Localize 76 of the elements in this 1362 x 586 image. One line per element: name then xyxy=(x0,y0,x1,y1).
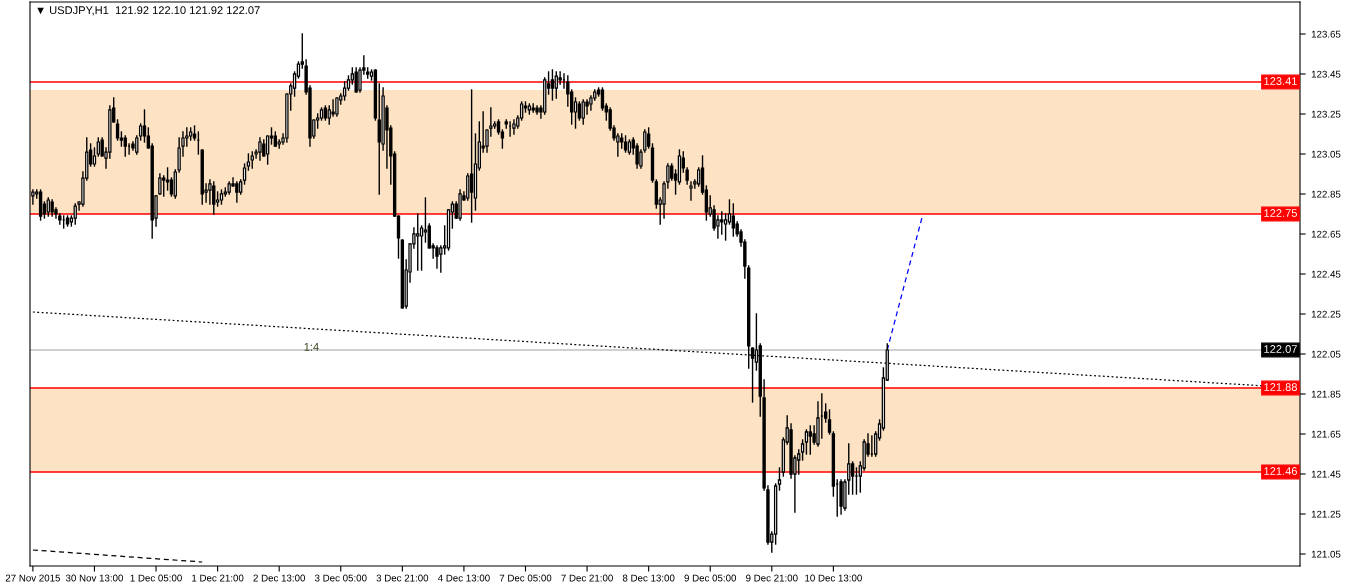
candlestick xyxy=(554,71,558,99)
y-tick-label: 122.05 xyxy=(1311,350,1341,358)
y-tick-label: 121.25 xyxy=(1311,510,1341,518)
ref-line-label: 121.46 xyxy=(1264,467,1297,475)
candlestick xyxy=(854,467,859,495)
y-tick-label: 123.05 xyxy=(1311,150,1341,158)
x-tick-label: 3 Dec 05:00 xyxy=(314,574,367,582)
candlestick xyxy=(723,213,728,241)
candlestick xyxy=(839,479,843,515)
candlestick xyxy=(827,409,832,435)
x-tick-label: 3 Dec 21:00 xyxy=(376,574,429,582)
candlestick xyxy=(850,461,855,495)
x-tick-label: 4 Dec 13:00 xyxy=(437,574,490,582)
candlestick xyxy=(585,99,589,115)
candlestick xyxy=(800,439,805,461)
candlestick xyxy=(435,245,439,269)
candlestick xyxy=(727,199,732,225)
x-tick-label: 8 Dec 13:00 xyxy=(622,574,675,582)
y-tick-label: 122.65 xyxy=(1311,230,1341,238)
y-tick-label: 122.45 xyxy=(1311,270,1341,278)
y-tick-label: 123.45 xyxy=(1311,70,1341,78)
ref-line-label: 123.41 xyxy=(1264,77,1297,85)
x-tick-label: 7 Dec 21:00 xyxy=(561,574,613,582)
x-tick-label: 9 Dec 21:00 xyxy=(746,574,798,582)
candlestick xyxy=(165,167,170,191)
candlestick xyxy=(458,189,462,221)
candlestick xyxy=(331,99,335,117)
candlestick xyxy=(212,181,216,215)
y-tick-label: 122.25 xyxy=(1311,310,1341,318)
candlestick xyxy=(531,103,535,113)
y-tick-label: 121.05 xyxy=(1311,550,1341,558)
candlestick xyxy=(354,67,358,93)
candlestick xyxy=(558,71,562,85)
candlestick xyxy=(123,135,127,157)
candlestick xyxy=(416,213,420,271)
x-tick-label: 27 Nov 2015 xyxy=(5,574,61,582)
candlestick xyxy=(242,163,247,185)
ref-line-label: 121.88 xyxy=(1264,383,1297,391)
candlestick xyxy=(646,127,651,149)
candlestick xyxy=(731,203,735,237)
candlestick xyxy=(777,467,782,491)
ref-line-label: 122.75 xyxy=(1264,209,1297,217)
candlestick xyxy=(158,173,162,195)
candlestick xyxy=(720,211,724,235)
candlestick xyxy=(581,99,585,125)
y-tick-label: 121.65 xyxy=(1311,430,1341,438)
candlestick xyxy=(466,173,470,201)
x-tick-label: 2 Dec 13:00 xyxy=(253,574,306,582)
candlestick xyxy=(469,89,474,223)
x-tick-label: 1 Dec 21:00 xyxy=(192,574,244,582)
candlestick xyxy=(804,429,809,455)
candlestick xyxy=(162,175,166,197)
x-tick-label: 1 Dec 05:00 xyxy=(130,574,182,582)
y-tick-label: 121.85 xyxy=(1311,390,1341,398)
candlestick xyxy=(115,119,120,141)
y-tick-label: 123.65 xyxy=(1311,30,1341,38)
y-tick-label: 123.25 xyxy=(1311,110,1341,118)
annotation: 1:4 xyxy=(304,343,319,351)
x-tick-label: 9 Dec 05:00 xyxy=(684,574,737,582)
x-tick-label: 10 Dec 13:00 xyxy=(805,574,862,582)
candlestick xyxy=(512,119,516,135)
x-tick-label: 30 Nov 13:00 xyxy=(65,574,123,582)
candlestick xyxy=(235,181,239,203)
candlestick xyxy=(419,225,424,271)
candlestick xyxy=(73,203,77,225)
candlestick xyxy=(600,87,605,111)
candlestick xyxy=(808,425,812,455)
ref-line-label: 122.07 xyxy=(1264,345,1297,353)
x-tick-label: 7 Dec 05:00 xyxy=(499,574,552,582)
candlestick xyxy=(550,69,555,101)
candlestick xyxy=(377,83,381,195)
candlestick xyxy=(689,181,693,201)
chart-title: ▼ USDJPY,H1 121.92 122.10 121.92 122.07 xyxy=(37,6,260,16)
candlestick xyxy=(258,137,262,161)
y-tick-label: 121.45 xyxy=(1311,470,1341,478)
y-tick-label: 122.85 xyxy=(1311,190,1341,198)
